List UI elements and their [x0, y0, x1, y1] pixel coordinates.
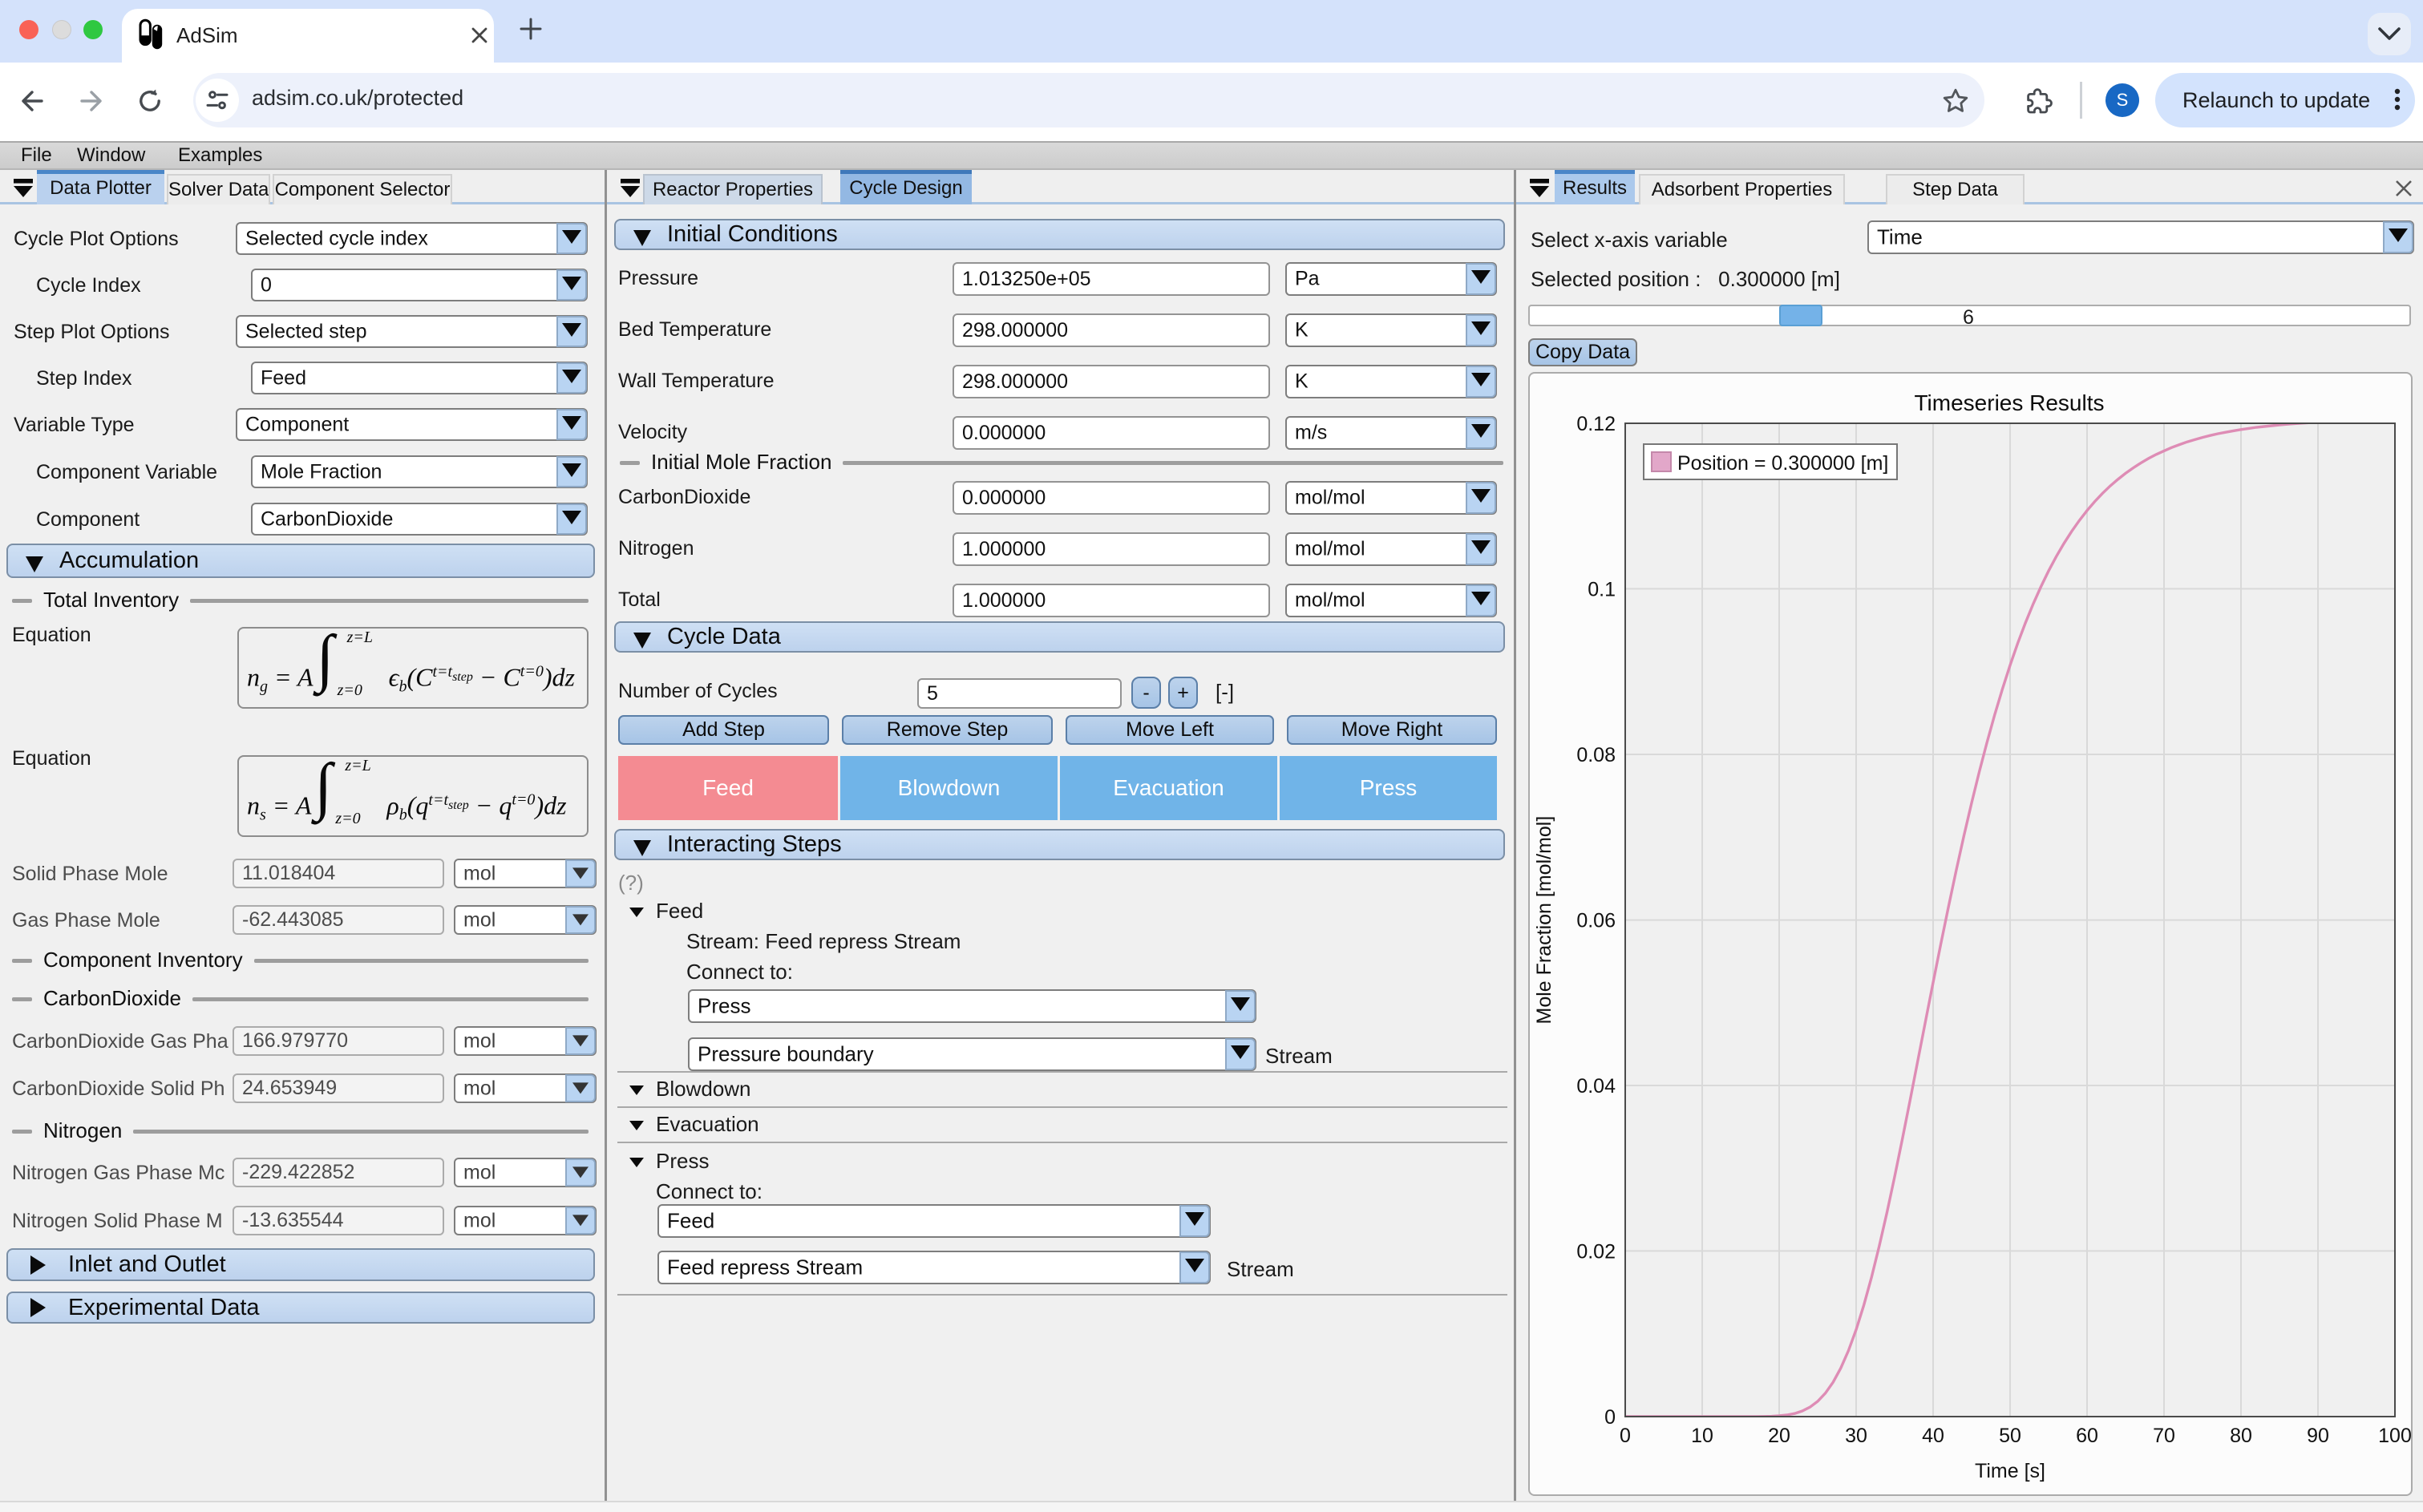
svg-text:70: 70 — [2153, 1425, 2175, 1447]
svg-text:40: 40 — [1922, 1425, 1944, 1447]
svg-text:0: 0 — [1604, 1406, 1616, 1429]
svg-text:0.04: 0.04 — [1576, 1075, 1616, 1098]
svg-text:Position = 0.300000 [m]: Position = 0.300000 [m] — [1677, 452, 1888, 475]
svg-text:Mole Fraction [mol/mol]: Mole Fraction [mol/mol] — [1533, 816, 1555, 1025]
svg-text:50: 50 — [1999, 1425, 2021, 1447]
svg-text:Time [s]: Time [s] — [1975, 1460, 2045, 1482]
svg-text:100: 100 — [2378, 1425, 2412, 1447]
svg-text:90: 90 — [2307, 1425, 2329, 1447]
svg-text:0.12: 0.12 — [1576, 413, 1616, 435]
svg-text:0.02: 0.02 — [1576, 1241, 1616, 1263]
svg-text:80: 80 — [2230, 1425, 2252, 1447]
svg-text:0.1: 0.1 — [1588, 579, 1616, 601]
svg-text:Timeseries Results: Timeseries Results — [1914, 390, 2104, 415]
svg-text:0: 0 — [1620, 1425, 1631, 1447]
svg-text:10: 10 — [1691, 1425, 1713, 1447]
svg-text:0.06: 0.06 — [1576, 909, 1616, 932]
svg-text:20: 20 — [1768, 1425, 1790, 1447]
svg-text:60: 60 — [2076, 1425, 2098, 1447]
svg-text:0.08: 0.08 — [1576, 744, 1616, 766]
svg-text:30: 30 — [1845, 1425, 1867, 1447]
